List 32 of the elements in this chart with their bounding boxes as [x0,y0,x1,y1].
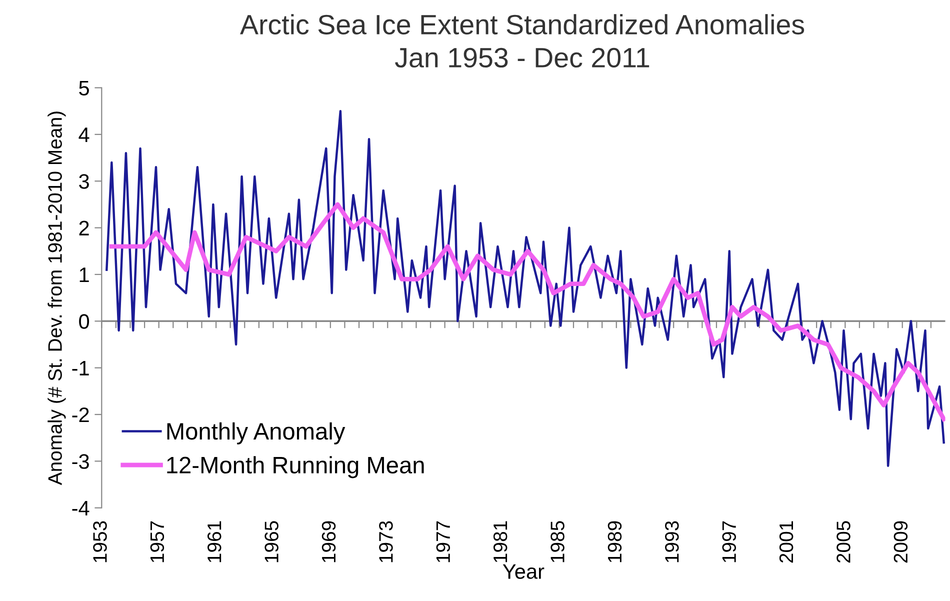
x-tick-label: 1985 [550,521,564,562]
x-axis-title: Year [502,564,544,579]
x-tick-label: 1961 [207,521,222,562]
x-tick-label: 1965 [264,521,278,562]
y-tick-label: 5 [79,80,89,96]
y-tick-label: 2 [79,220,89,236]
x-tick-label: 2001 [779,521,794,563]
legend-label: Monthly Anomaly [167,422,346,444]
x-tick-label: 1953 [93,521,107,562]
y-tick-label: -1 [72,361,89,376]
x-tick-label: 2005 [836,521,850,563]
x-tick-label: 1957 [150,521,164,562]
x-tick-label: 1981 [493,521,508,562]
y-tick-label: -4 [72,501,90,516]
chart-subtitle: Jan 1953 - Dec 2011 [395,48,650,68]
x-tick-label: 1997 [722,521,736,562]
x-tick-label: 1989 [608,521,622,562]
x-tick-label: 1973 [379,521,393,562]
x-tick-label: 1993 [665,521,679,562]
legend-label: 12-Month Running Mean [167,456,424,478]
chart-title: Arctic Sea Ice Extent Standardized Anomalies [240,14,804,34]
x-tick-label: 1977 [436,521,450,562]
y-tick-label: 0 [79,314,90,329]
line-series [109,202,946,422]
x-tick-label: 1969 [322,521,336,562]
y-tick-label: 3 [79,174,89,189]
y-tick-label: -2 [72,407,89,422]
y-axis-title: Anomaly (# St. Dev. from 1981-2010 Mean) [48,112,66,486]
y-tick-label: -3 [72,454,89,469]
y-tick-label: 1 [80,268,89,282]
y-tick-label: 4 [78,128,90,142]
x-tick-label: 2009 [894,521,908,563]
